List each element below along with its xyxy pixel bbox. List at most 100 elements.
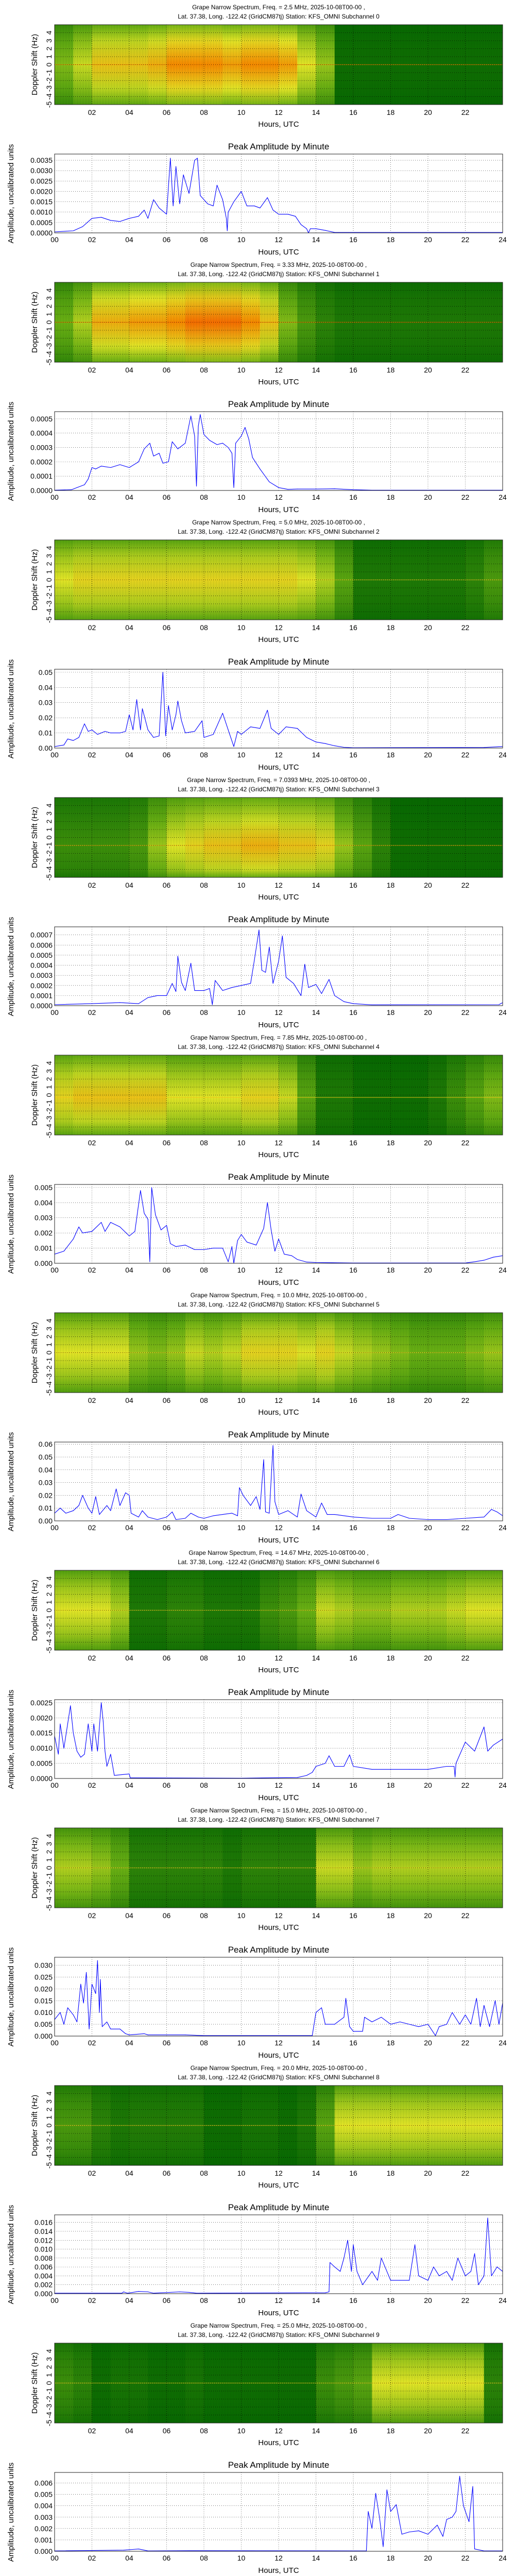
x-tick-label: 16 <box>349 1139 357 1147</box>
x-tick-label: 16 <box>349 623 357 632</box>
x-tick-label: 02 <box>88 235 96 244</box>
amplitude-y-axis-label: Amplitude, uncalibrated units <box>7 402 15 501</box>
spectrogram-title-line2: Lat. 37.38, Long. -122.42 (GridCM87tj) S… <box>178 786 380 793</box>
spectrogram-y-axis-label: Doppler Shift (Hz) <box>30 807 39 868</box>
y-tick-label: 0.02 <box>39 714 53 722</box>
x-tick-label: 00 <box>50 1523 59 1532</box>
data-point <box>149 443 150 444</box>
x-tick-label: 08 <box>200 2039 208 2047</box>
y-tick-label: 2 <box>45 304 53 308</box>
data-point <box>188 193 190 194</box>
x-tick-label: 20 <box>424 2427 432 2435</box>
x-tick-label: 04 <box>125 493 133 501</box>
y-tick-label: 0.0003 <box>30 444 53 452</box>
x-tick-label: 08 <box>200 366 208 374</box>
data-point <box>334 2024 335 2025</box>
x-tick-label: 02 <box>88 1781 96 1789</box>
x-tick-label: 02 <box>88 2169 96 2177</box>
data-point <box>222 990 223 991</box>
y-tick-label: 0.05 <box>39 668 53 676</box>
amplitude-frame <box>54 1957 503 2037</box>
x-tick-label: 18 <box>387 1266 395 1274</box>
y-tick-label: -2 <box>45 2396 53 2402</box>
spectrogram-frame <box>54 797 503 878</box>
data-point <box>310 228 311 229</box>
y-tick-label: 0.001 <box>35 2536 53 2544</box>
y-tick-label: -4 <box>45 1639 53 1646</box>
spectrogram-title-line2: Lat. 37.38, Long. -122.42 (GridCM87tj) S… <box>178 1558 380 1566</box>
x-tick-label: 16 <box>349 235 357 244</box>
y-tick-label: 0.05 <box>39 1453 53 1461</box>
x-tick-label: 10 <box>237 235 246 244</box>
data-point <box>119 1505 121 1506</box>
y-tick-label: 0 <box>45 1608 53 1612</box>
data-point <box>84 723 85 724</box>
y-tick-label: 3 <box>45 296 53 300</box>
heatmap-texture <box>55 798 503 877</box>
y-tick-label: 3 <box>45 1069 53 1073</box>
x-tick-label: 20 <box>424 1266 432 1274</box>
data-point <box>99 1514 100 1515</box>
data-point <box>222 713 223 714</box>
data-point <box>321 993 322 994</box>
y-tick-label: -1 <box>45 1615 53 1622</box>
y-tick-label: 1 <box>45 1085 53 1089</box>
y-tick-label: -5 <box>45 101 53 108</box>
y-tick-label: 1 <box>45 2373 53 2377</box>
data-point <box>136 699 137 700</box>
x-tick-label: 16 <box>349 1266 357 1274</box>
y-tick-label: 0.02 <box>39 1491 53 1499</box>
spectrogram-title-line2: Lat. 37.38, Long. -122.42 (GridCM87tj) S… <box>178 2331 380 2338</box>
data-point <box>222 199 223 200</box>
x-tick-label: 04 <box>125 1266 133 1274</box>
data-point <box>114 1775 115 1776</box>
y-tick-label: 4 <box>45 2349 53 2353</box>
x-tick-label: 24 <box>499 1781 507 1789</box>
x-tick-label: 14 <box>312 108 320 116</box>
y-tick-label: 0 <box>45 2381 53 2385</box>
y-tick-label: 0.0005 <box>30 415 53 423</box>
x-tick-label: 06 <box>163 2554 171 2562</box>
x-tick-label: 08 <box>200 235 208 244</box>
x-tick-label: 16 <box>349 1911 357 1920</box>
y-tick-label: 0.0015 <box>30 1729 53 1737</box>
data-point <box>306 1775 307 1776</box>
x-tick-label: 16 <box>349 1523 357 1532</box>
data-point <box>125 731 126 732</box>
x-tick-label: 18 <box>387 108 395 116</box>
data-point <box>188 2550 190 2551</box>
x-tick-label: 08 <box>200 2427 208 2435</box>
data-point <box>151 1187 152 1188</box>
y-tick-label: 1 <box>45 1343 53 1347</box>
data-point <box>267 197 268 198</box>
y-tick-label: -3 <box>45 858 53 865</box>
x-tick-label: 12 <box>274 2296 283 2304</box>
data-point <box>250 1505 251 1506</box>
x-tick-label: 16 <box>349 2296 357 2304</box>
data-point <box>364 2016 365 2018</box>
spectrogram-y-axis-label: Doppler Shift (Hz) <box>30 2352 39 2414</box>
data-point <box>297 1777 298 1778</box>
x-tick-label: 18 <box>387 2427 395 2435</box>
y-tick-label: -5 <box>45 874 53 881</box>
y-tick-label: 0.000 <box>35 2547 53 2555</box>
x-tick-label: 20 <box>424 1654 432 1662</box>
x-tick-label: 22 <box>461 751 470 759</box>
spectrogram-panel-8: Grape Narrow Spectrum, Freq. = 20.0 MHz,… <box>30 2064 503 2190</box>
x-tick-label: 04 <box>125 2296 133 2304</box>
spectrogram-x-axis-label: Hours, UTC <box>258 1408 299 1417</box>
amplitude-frame <box>54 2472 503 2552</box>
amplitude-y-axis-label: Amplitude, uncalibrated units <box>7 1947 15 2047</box>
x-tick-label: 12 <box>274 2039 283 2047</box>
x-tick-label: 14 <box>312 2296 320 2304</box>
amplitude-frame <box>54 411 503 491</box>
x-tick-label: 00 <box>50 1781 59 1789</box>
data-point <box>474 2253 475 2254</box>
data-point <box>86 1972 87 1973</box>
x-tick-label: 18 <box>387 1139 395 1147</box>
spectrogram-panel-4: Grape Narrow Spectrum, Freq. = 7.85 MHz,… <box>30 1034 503 1159</box>
x-tick-label: 10 <box>237 2296 246 2304</box>
data-point <box>88 1507 89 1509</box>
heatmap-texture <box>55 1055 503 1135</box>
y-tick-label: -3 <box>45 2146 53 2153</box>
